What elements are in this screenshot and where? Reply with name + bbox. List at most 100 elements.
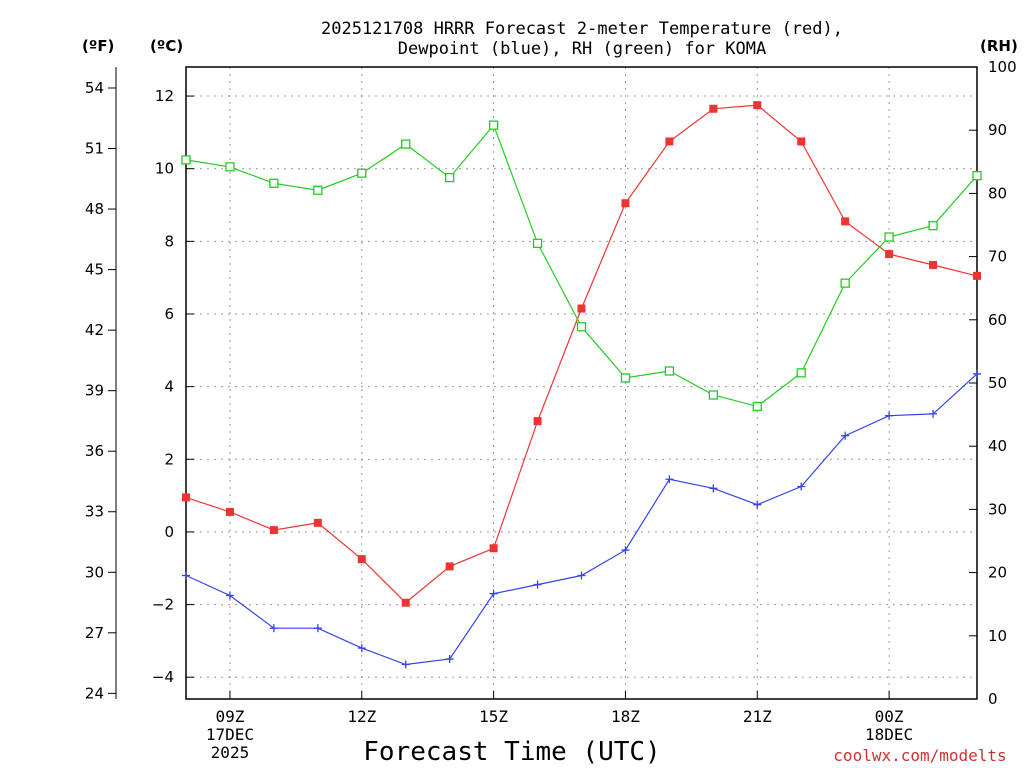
temperature-point — [621, 199, 630, 208]
rh-point — [181, 155, 191, 165]
rh-point — [620, 373, 631, 383]
rh-point — [445, 172, 455, 183]
fahrenheit-tick-label: 33 — [85, 503, 104, 521]
rh-point — [664, 366, 675, 376]
fahrenheit-tick-label: 39 — [85, 382, 104, 400]
chart-title-line2: Dewpoint (blue), RH (green) for KOMA — [398, 39, 766, 59]
dewpoint-point — [182, 571, 190, 580]
fahrenheit-tick-label: 30 — [85, 563, 104, 581]
temperature-point — [357, 555, 366, 564]
dewpoint-point — [621, 546, 630, 555]
rh-point — [357, 168, 367, 178]
rh-point — [401, 139, 411, 149]
temperature-point — [445, 562, 454, 571]
celsius-tick-label: 12 — [155, 87, 174, 105]
rh-series — [181, 120, 982, 412]
dewpoint-point — [885, 411, 894, 420]
x-axis-title: Forecast Time (UTC) — [363, 737, 660, 767]
x-tick-label: 17DEC — [206, 725, 254, 744]
temperature-point — [269, 526, 278, 535]
fahrenheit-tick-label: 42 — [85, 321, 104, 339]
celsius-tick-label: 6 — [164, 305, 174, 323]
fahrenheit-tick-label: 51 — [85, 140, 104, 158]
celsius-tick-label: 4 — [164, 378, 174, 396]
x-tick-label: 12Z — [347, 707, 376, 726]
fahrenheit-tick-label: 45 — [85, 261, 104, 279]
dewpoint-point — [577, 571, 586, 580]
dewpoint-point — [533, 580, 542, 589]
rh-point — [972, 171, 982, 181]
temperature-point — [929, 260, 938, 269]
temperature-series — [182, 101, 981, 607]
x-tick-label: 21Z — [743, 707, 772, 726]
rh-tick-label: 90 — [988, 121, 1007, 139]
temperature-point — [753, 101, 762, 110]
series-layer — [181, 101, 982, 669]
rh-point — [225, 162, 235, 172]
x-tick-label: 2025 — [211, 743, 250, 762]
x-tick-label: 15Z — [479, 707, 508, 726]
rh-point — [752, 401, 762, 412]
dewpoint-point — [401, 660, 410, 669]
dewpoint-point — [709, 484, 718, 493]
dewpoint-point — [313, 624, 322, 633]
rh-point — [840, 278, 850, 288]
rh-point — [576, 322, 587, 332]
dewpoint-point — [797, 482, 806, 491]
x-tick-label: 00Z — [875, 707, 904, 726]
credit-text: coolwx.com/modelts — [833, 746, 1006, 765]
temperature-point — [665, 137, 674, 146]
rh-tick-label: 30 — [988, 500, 1007, 518]
dewpoint-point — [357, 644, 366, 653]
temperature-point — [533, 417, 542, 426]
chart-title-line1: 2025121708 HRRR Forecast 2-meter Tempera… — [321, 19, 843, 39]
rh-point — [488, 120, 499, 130]
rh-tick-label: 80 — [988, 184, 1007, 202]
fahrenheit-tick-label: 27 — [85, 624, 104, 642]
temperature-line — [185, 104, 978, 604]
rh-unit-label: (RH) — [980, 37, 1018, 55]
fahrenheit-axis: 24 27 30 33 36 39 42 45 48 51 54 — [85, 79, 116, 702]
celsius-tick-label: 8 — [164, 232, 174, 250]
celsius-unit-label: (ºC) — [150, 37, 183, 55]
temperature-point — [313, 518, 322, 527]
fahrenheit-tick-label: 24 — [85, 684, 104, 702]
temperature-point — [709, 104, 718, 113]
temperature-point — [489, 544, 498, 553]
rh-tick-label: 60 — [988, 311, 1007, 329]
rh-point — [884, 232, 894, 242]
fahrenheit-tick-label: 54 — [85, 79, 104, 97]
rh-axis: 0 10 20 30 40 50 60 70 80 90 100 — [969, 58, 1017, 708]
celsius-axis: −4 −2 0 2 4 6 8 10 12 — [152, 87, 194, 686]
rh-tick-label: 50 — [988, 374, 1007, 392]
dewpoint-point — [225, 591, 234, 600]
rh-point — [928, 220, 938, 231]
rh-tick-label: 70 — [988, 248, 1007, 266]
fahrenheit-tick-label: 36 — [85, 442, 104, 460]
rh-point — [708, 390, 718, 400]
celsius-tick-label: −2 — [152, 596, 174, 614]
plot-frame — [185, 66, 978, 700]
rh-tick-label: 40 — [988, 437, 1007, 455]
rh-point — [269, 178, 279, 188]
fahrenheit-tick-label: 48 — [85, 200, 104, 218]
dewpoint-point — [269, 624, 278, 633]
temperature-point — [182, 493, 190, 502]
rh-tick-label: 20 — [988, 564, 1007, 582]
celsius-tick-label: 2 — [164, 450, 174, 468]
temperature-point — [841, 217, 850, 226]
dewpoint-point — [841, 431, 850, 440]
gridlines — [186, 67, 977, 699]
rh-tick-label: 100 — [988, 58, 1017, 76]
dewpoint-point — [489, 589, 498, 598]
temperature-point — [577, 304, 586, 313]
celsius-tick-label: 10 — [155, 160, 174, 178]
temperature-point — [401, 598, 410, 607]
temperature-point — [973, 271, 981, 280]
temperature-point — [885, 250, 894, 259]
celsius-tick-label: 0 — [164, 523, 174, 541]
rh-point — [532, 238, 543, 248]
dewpoint-point — [665, 475, 674, 484]
rh-line — [185, 123, 978, 408]
